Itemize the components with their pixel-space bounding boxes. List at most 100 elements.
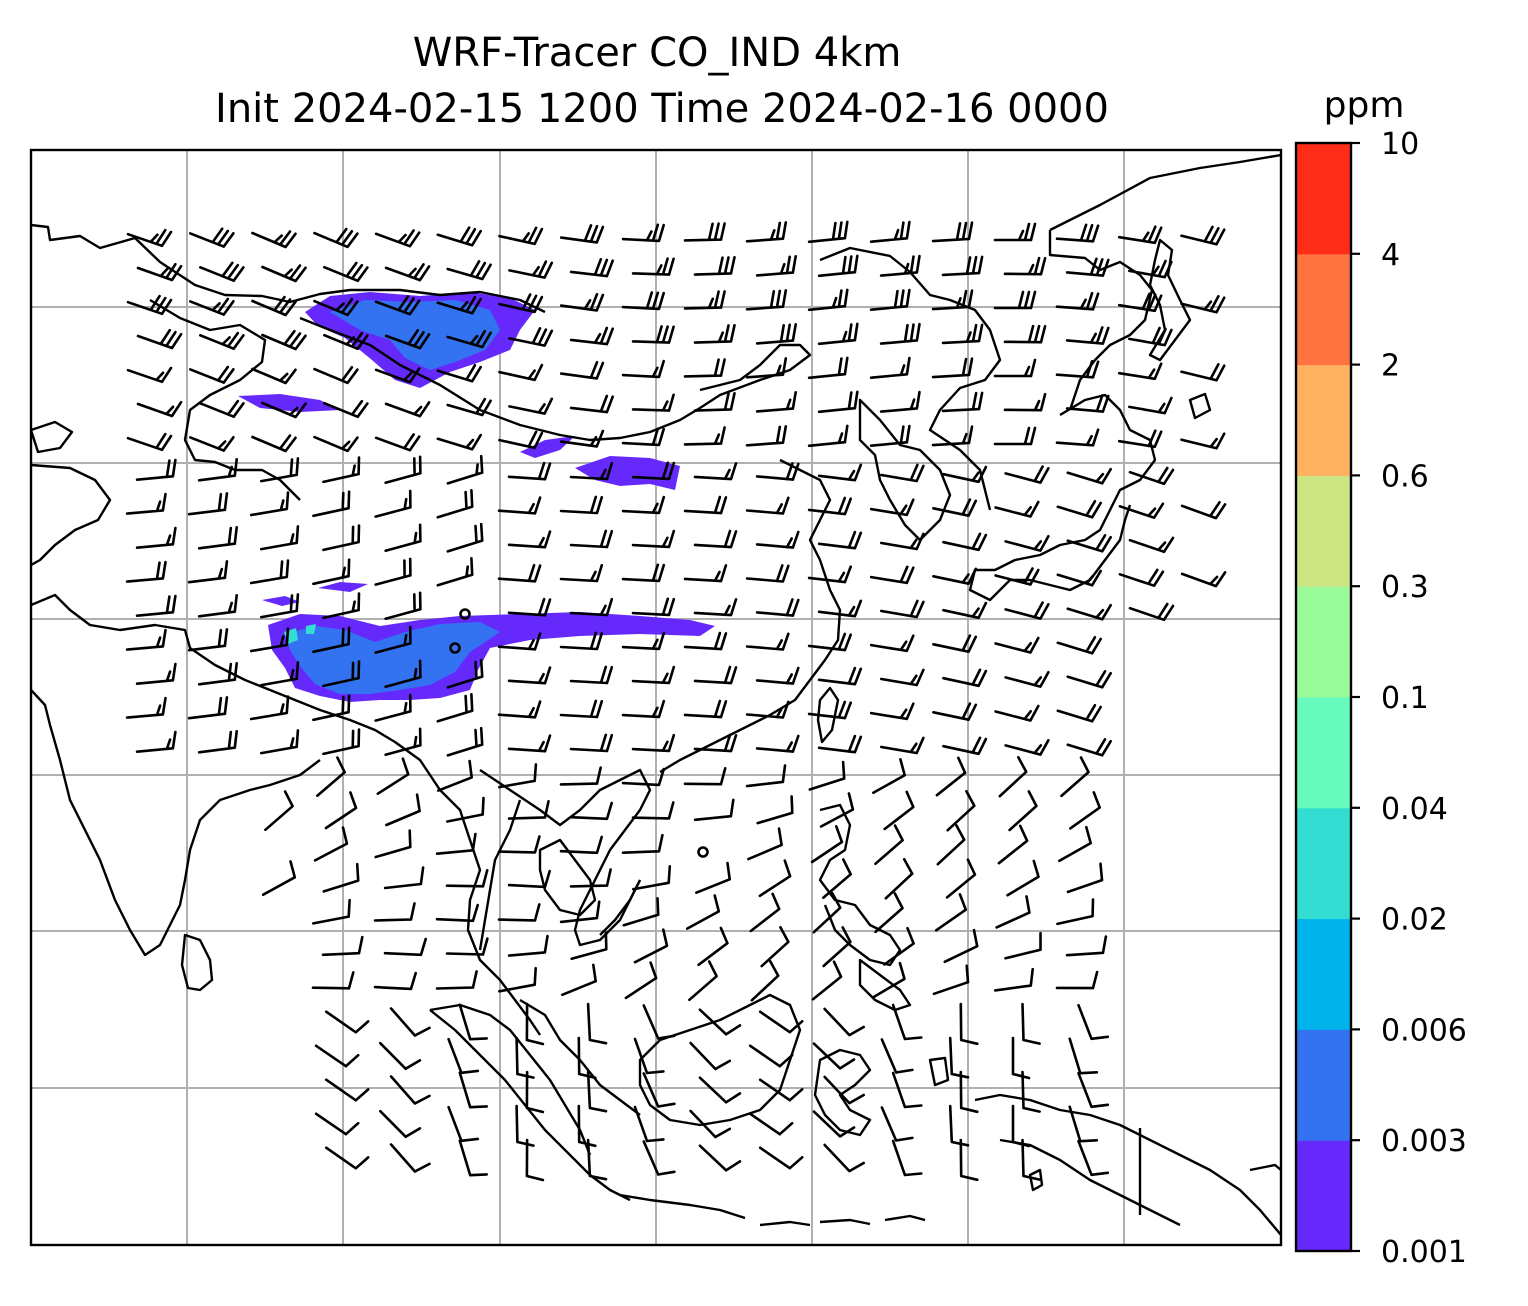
wind-barb bbox=[758, 1146, 804, 1170]
wind-barb bbox=[384, 659, 422, 688]
wind-barb bbox=[384, 523, 422, 552]
calm-wind-marker bbox=[449, 642, 461, 654]
wind-barb bbox=[498, 293, 544, 314]
wind-barb bbox=[374, 693, 412, 722]
wind-barb bbox=[883, 926, 915, 966]
plume-small-1 bbox=[318, 582, 368, 592]
wind-barb bbox=[508, 327, 554, 347]
wind-barb bbox=[322, 728, 361, 756]
wind-barb bbox=[559, 495, 604, 515]
wind-barb bbox=[447, 1105, 480, 1143]
wind-barb bbox=[693, 529, 738, 549]
wind-barb bbox=[807, 220, 849, 244]
wind-barb bbox=[197, 662, 238, 686]
colorbar-swatches bbox=[1296, 143, 1351, 1252]
wind-barb bbox=[1058, 825, 1092, 863]
wind-barb bbox=[569, 394, 614, 414]
wind-barb bbox=[1180, 432, 1226, 450]
colorbar-swatch bbox=[1296, 586, 1351, 698]
wind-barb bbox=[187, 560, 229, 584]
wind-barb bbox=[322, 456, 361, 484]
coastlines bbox=[31, 153, 1281, 1236]
wind-barb bbox=[745, 357, 788, 379]
wind-barb bbox=[931, 357, 974, 379]
wind-barb bbox=[807, 496, 852, 516]
wind-barb bbox=[756, 795, 794, 825]
wind-barb bbox=[1056, 569, 1102, 587]
wind-barb bbox=[869, 702, 915, 721]
wind-barb bbox=[994, 500, 1040, 518]
wind-barb bbox=[249, 491, 290, 517]
wind-barb bbox=[1180, 571, 1227, 588]
wind-barb bbox=[313, 227, 359, 249]
wind-barb bbox=[314, 1044, 360, 1068]
wind-barb bbox=[959, 1070, 979, 1114]
wind-barb bbox=[125, 628, 167, 651]
wind-barb bbox=[942, 668, 988, 688]
wind-barb bbox=[685, 894, 721, 930]
wind-barb bbox=[642, 1072, 676, 1108]
wind-barb bbox=[498, 763, 538, 789]
wind-barb bbox=[631, 257, 675, 276]
wind-barb bbox=[1004, 670, 1050, 688]
wind-barb bbox=[959, 1002, 979, 1046]
wind-barb bbox=[1006, 859, 1040, 897]
wind-barb bbox=[932, 702, 978, 721]
wind-barb bbox=[525, 1138, 545, 1182]
wind-barb bbox=[942, 532, 988, 552]
wind-barb bbox=[497, 903, 541, 922]
wind-barb bbox=[745, 496, 790, 515]
wind-barb bbox=[1060, 756, 1090, 798]
wind-barb bbox=[1118, 568, 1165, 587]
wind-barb bbox=[959, 1138, 979, 1182]
wind-barb bbox=[1008, 790, 1038, 832]
wind-barb bbox=[1117, 429, 1163, 449]
wind-barb bbox=[758, 859, 792, 898]
wind-barb bbox=[1077, 1003, 1110, 1041]
wind-barb bbox=[943, 928, 979, 964]
colorbar-tick-label: 2 bbox=[1381, 349, 1400, 384]
wind-barb bbox=[458, 1139, 488, 1177]
wind-barb bbox=[698, 1144, 742, 1172]
wind-barb bbox=[1056, 898, 1095, 926]
wind-barb bbox=[748, 1112, 794, 1136]
wind-barb bbox=[698, 1008, 742, 1036]
wind-barb bbox=[435, 970, 478, 990]
wind-barb bbox=[197, 730, 238, 754]
wind-barb bbox=[745, 564, 790, 583]
wind-barb bbox=[458, 1071, 488, 1109]
wind-barb bbox=[260, 661, 300, 687]
wind-barb bbox=[1066, 670, 1112, 689]
wind-barb bbox=[379, 1109, 422, 1139]
wind-barb bbox=[808, 760, 846, 791]
wind-barb bbox=[621, 427, 665, 447]
wind-barb bbox=[249, 627, 290, 653]
wind-barb bbox=[689, 1041, 732, 1071]
wind-barb bbox=[750, 960, 780, 1002]
wind-barb bbox=[807, 356, 849, 380]
gridlines bbox=[31, 150, 1281, 1245]
wind-barb bbox=[683, 222, 726, 242]
wind-barb bbox=[1004, 738, 1050, 756]
wind-barb bbox=[631, 597, 676, 617]
wind-barb bbox=[312, 694, 351, 722]
wind-barb bbox=[507, 869, 551, 889]
wind-barb bbox=[946, 790, 976, 832]
wind-barb bbox=[745, 700, 790, 719]
wind-barb bbox=[559, 224, 605, 244]
wind-barb bbox=[998, 756, 1028, 798]
wind-barb bbox=[621, 833, 664, 854]
wind-barb bbox=[313, 298, 359, 317]
wind-barb bbox=[631, 325, 675, 344]
wind-barb bbox=[631, 461, 676, 481]
wind-barb bbox=[822, 858, 852, 899]
wind-barb bbox=[745, 425, 788, 447]
wind-barb bbox=[260, 729, 300, 755]
wind-barb bbox=[1003, 256, 1047, 276]
wind-barb bbox=[755, 598, 800, 617]
title-line-2: Init 2024-02-15 1200 Time 2024-02-16 000… bbox=[215, 86, 1109, 132]
wind-barb bbox=[755, 323, 797, 345]
wind-barb bbox=[869, 356, 911, 379]
wind-barb bbox=[880, 1106, 914, 1142]
wind-barb bbox=[1066, 467, 1112, 485]
